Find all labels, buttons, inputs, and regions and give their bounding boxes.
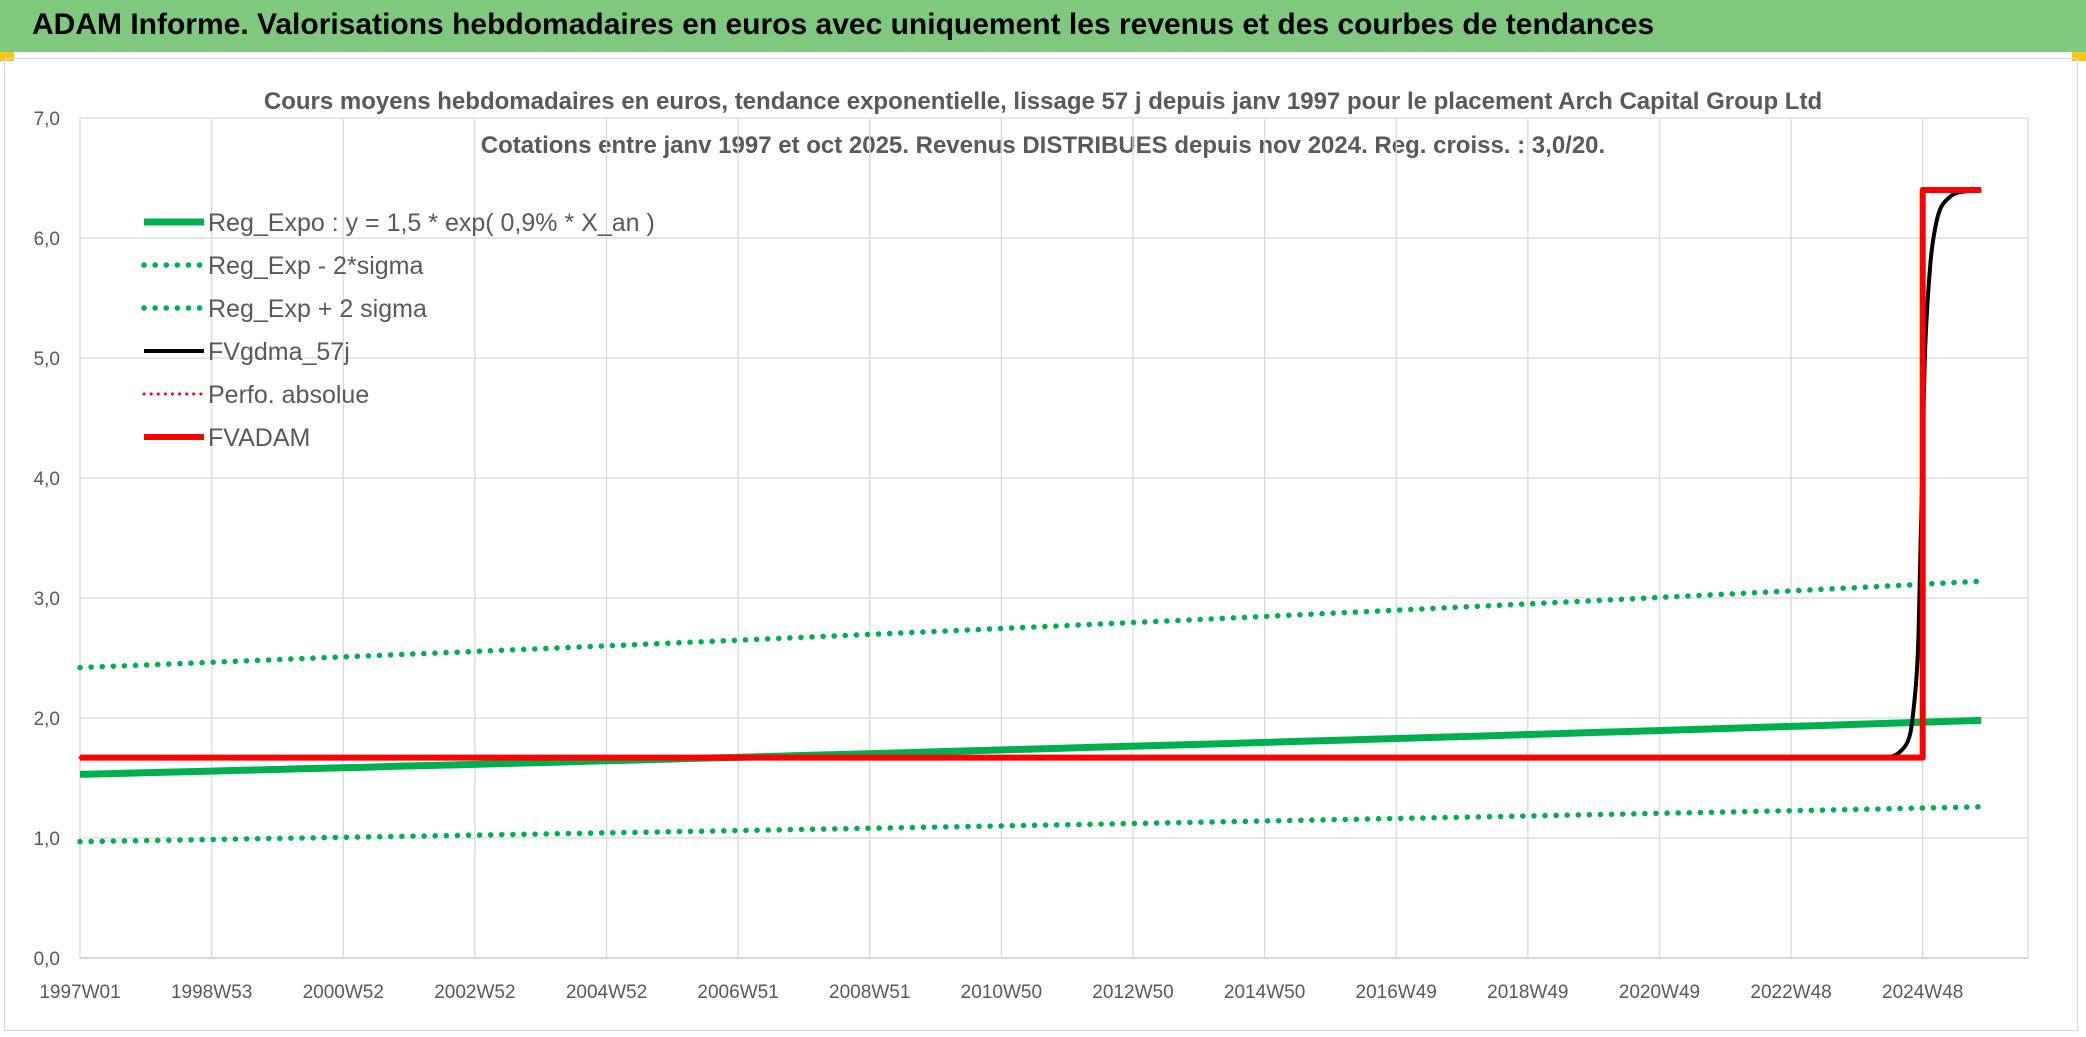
legend: Reg_Expo : y = 1,5 * exp( 0,9% * X_an ) R… (141, 209, 655, 452)
x-tick-label: 2014W50 (1224, 982, 1305, 1003)
reg-expo-line (79, 716, 1982, 778)
y-tick-label: 0,0 (34, 949, 60, 970)
x-tick-label: 2000W52 (303, 982, 384, 1003)
header-banner: ADAM Informe. Valorisations hebdomadaire… (0, 0, 2086, 52)
x-tick-label: 2002W52 (434, 982, 515, 1003)
y-tick-label: 2,0 (34, 709, 60, 730)
y-tick-label: 4,0 (34, 469, 60, 490)
y-tick-label: 5,0 (34, 349, 60, 370)
y-tick-label: 6,0 (34, 229, 60, 250)
x-tick-label: 2024W48 (1882, 982, 1963, 1003)
legend-label: FVgdma_57j (208, 338, 350, 366)
legend-label: Reg_Expo : y = 1,5 * exp( 0,9% * X_an ) (208, 209, 655, 237)
x-tick-label: 2012W50 (1092, 982, 1173, 1003)
y-tick-label: 3,0 (34, 589, 60, 610)
x-tick-label: 2020W49 (1619, 982, 1700, 1003)
x-tick-label: 2010W50 (961, 982, 1042, 1003)
y-tick-label: 7,0 (34, 109, 60, 130)
x-tick-label: 1998W53 (171, 982, 252, 1003)
corner-mark-left (0, 52, 14, 61)
legend-label: Reg_Exp - 2*sigma (208, 252, 423, 280)
x-tick-label: 1997W01 (39, 982, 120, 1003)
chart-title: Cours moyens hebdomadaires en euros, ten… (263, 88, 1823, 115)
x-tick-label: 2008W51 (829, 982, 910, 1003)
reg-plus-2sigma-line (77, 578, 1984, 671)
report-title: ADAM Informe. Valorisations hebdomadaire… (32, 8, 1655, 41)
x-tick-label: 2016W49 (1356, 982, 1437, 1003)
chart-frame (4, 58, 2078, 1031)
x-axis-ticks: 1997W01 1998W53 2000W52 2002W52 2004W52 2006W… (39, 982, 1963, 1003)
y-tick-label: 1,0 (34, 829, 60, 850)
x-tick-label: 2006W51 (697, 982, 778, 1003)
x-tick-label: 2018W49 (1487, 982, 1568, 1003)
corner-mark-right (2072, 52, 2086, 61)
x-tick-label: 2022W48 (1750, 982, 1831, 1003)
grid-lines (79, 117, 2029, 959)
fvadam-line (80, 187, 1982, 761)
x-tick-label: 2004W52 (566, 982, 647, 1003)
chart-subtitle: Cotations entre janv 1997 et oct 2025. R… (480, 132, 1606, 159)
legend-label: Reg_Exp + 2 sigma (208, 295, 427, 323)
reg-minus-2sigma-line (77, 804, 1984, 845)
y-axis-ticks: 0,0 1,0 2,0 3,0 4,0 5,0 6,0 7,0 (34, 109, 60, 970)
legend-label: FVADAM (208, 424, 310, 452)
legend-label: Perfo. absolue (208, 381, 369, 409)
series-lines (77, 187, 1984, 845)
